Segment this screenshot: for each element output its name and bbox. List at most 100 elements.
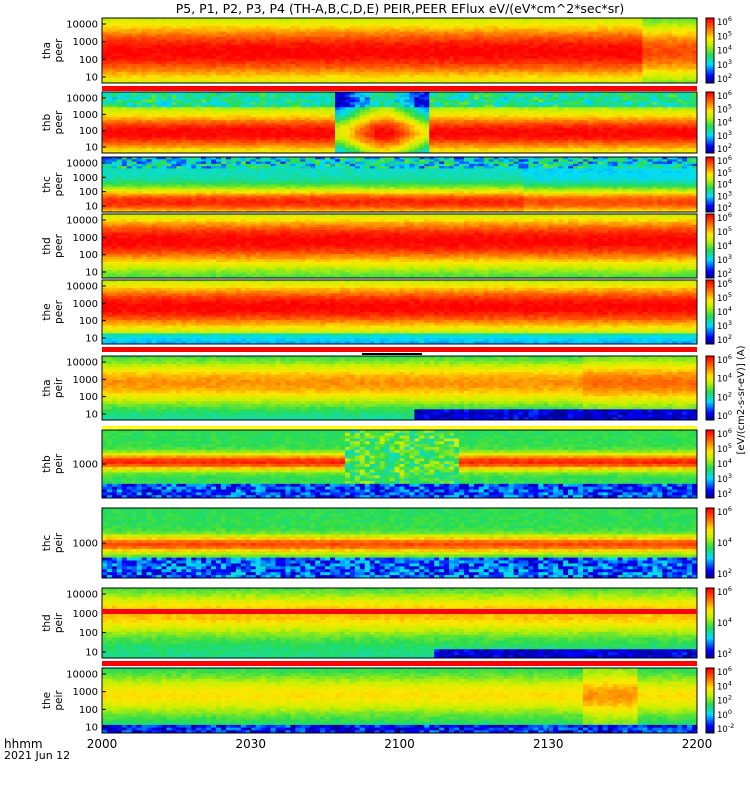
spectrogram-cell bbox=[206, 75, 211, 78]
spectrogram-cell bbox=[494, 67, 499, 70]
spectrogram-cell bbox=[414, 140, 419, 143]
spectrogram-cell bbox=[355, 133, 360, 136]
spectrogram-cell bbox=[271, 42, 276, 45]
spectrogram-cell bbox=[315, 21, 320, 24]
spectrogram-cell bbox=[206, 117, 211, 120]
spectrogram-cell bbox=[375, 40, 380, 43]
spectrogram-cell bbox=[419, 42, 424, 45]
spectrogram-cell bbox=[196, 59, 201, 62]
spectrogram-cell bbox=[191, 51, 196, 54]
spectrogram-cell bbox=[181, 115, 186, 118]
spectrogram-cell bbox=[261, 26, 266, 29]
spectrogram-cell bbox=[563, 69, 568, 72]
spectrogram-cell bbox=[434, 59, 439, 62]
spectrogram-cell bbox=[479, 69, 484, 72]
spectrogram-cell bbox=[206, 120, 211, 123]
spectrogram-cell bbox=[404, 42, 409, 45]
spectrogram-cell bbox=[519, 105, 524, 108]
spectrogram-cell bbox=[251, 145, 256, 148]
spectrogram-cell bbox=[593, 48, 598, 51]
spectrogram-cell bbox=[628, 64, 633, 67]
spectrogram-cell bbox=[211, 26, 216, 29]
spectrogram-cell bbox=[271, 37, 276, 40]
spectrogram-cell bbox=[295, 51, 300, 54]
spectrogram-cell bbox=[157, 140, 162, 143]
spectrogram-cell bbox=[449, 97, 454, 100]
spectrogram-cell bbox=[613, 61, 618, 64]
spectrogram-cell bbox=[365, 53, 370, 56]
spectrogram-cell bbox=[132, 115, 137, 118]
spectrogram-cell bbox=[563, 26, 568, 29]
spectrogram-cell bbox=[494, 72, 499, 75]
spectrogram-cell bbox=[112, 59, 117, 62]
spectrogram-cell bbox=[325, 34, 330, 37]
spectrogram-cell bbox=[171, 130, 176, 133]
spectrogram-cell bbox=[216, 29, 221, 32]
spectrogram-cell bbox=[226, 128, 231, 131]
spectrogram-cell bbox=[509, 67, 514, 70]
spectrogram-cell bbox=[588, 78, 593, 81]
spectrogram-cell bbox=[196, 69, 201, 72]
spectrogram-cell bbox=[157, 95, 162, 98]
spectrogram-cell bbox=[261, 117, 266, 120]
spectrogram-cell bbox=[662, 45, 667, 48]
spectrogram-cell bbox=[375, 107, 380, 110]
spectrogram-cell bbox=[365, 102, 370, 105]
spectrogram-cell bbox=[171, 148, 176, 151]
spectrogram-cell bbox=[117, 95, 122, 98]
spectrogram-cell bbox=[642, 53, 647, 56]
spectrogram-cell bbox=[350, 100, 355, 103]
spectrogram-cell bbox=[137, 115, 142, 118]
spectrogram-cell bbox=[211, 97, 216, 100]
spectrogram-cell bbox=[147, 102, 152, 105]
spectrogram-cell bbox=[236, 128, 241, 131]
spectrogram-cell bbox=[295, 120, 300, 123]
spectrogram-cell bbox=[285, 56, 290, 59]
spectrogram-cell bbox=[310, 21, 315, 24]
spectrogram-cell bbox=[107, 78, 112, 81]
spectrogram-cell bbox=[290, 133, 295, 136]
spectrogram-cell bbox=[514, 59, 519, 62]
spectrogram-cell bbox=[558, 32, 563, 35]
spectrogram-cell bbox=[276, 102, 281, 105]
spectrogram-cell bbox=[380, 37, 385, 40]
spectrogram-cell bbox=[380, 140, 385, 143]
spectrogram-cell bbox=[152, 78, 157, 81]
spectrogram-cell bbox=[409, 42, 414, 45]
spectrogram-cell bbox=[112, 32, 117, 35]
spectrogram-cell bbox=[300, 26, 305, 29]
spectrogram-cell bbox=[667, 21, 672, 24]
spectrogram-cell bbox=[290, 72, 295, 75]
spectrogram-cell bbox=[628, 45, 633, 48]
spectrogram-cell bbox=[196, 42, 201, 45]
spectrogram-cell bbox=[152, 45, 157, 48]
spectrogram-cell bbox=[117, 64, 122, 67]
spectrogram-cell bbox=[568, 45, 573, 48]
spectrogram-cell bbox=[107, 67, 112, 70]
spectrogram-cell bbox=[404, 95, 409, 98]
spectrogram-cell bbox=[142, 37, 147, 40]
spectrogram-cell bbox=[216, 75, 221, 78]
spectrogram-cell bbox=[176, 29, 181, 32]
spectrogram-cell bbox=[226, 97, 231, 100]
spectrogram-cell bbox=[687, 59, 692, 62]
spectrogram-cell bbox=[285, 51, 290, 54]
spectrogram-cell bbox=[454, 105, 459, 108]
spectrogram-cell bbox=[345, 29, 350, 32]
spectrogram-cell bbox=[672, 51, 677, 54]
spectrogram-cell bbox=[375, 117, 380, 120]
spectrogram-cell bbox=[355, 29, 360, 32]
spectrogram-cell bbox=[419, 117, 424, 120]
spectrogram-cell bbox=[350, 26, 355, 29]
spectrogram-cell bbox=[672, 26, 677, 29]
spectrogram-cell bbox=[464, 56, 469, 59]
spectrogram-cell bbox=[414, 72, 419, 75]
spectrogram-cell bbox=[419, 32, 424, 35]
spectrogram-cell bbox=[633, 37, 638, 40]
spectrogram-cell bbox=[127, 51, 132, 54]
spectrogram-cell bbox=[176, 105, 181, 108]
spectrogram-cell bbox=[375, 140, 380, 143]
spectrogram-cell bbox=[519, 95, 524, 98]
spectrogram-cell bbox=[553, 34, 558, 37]
spectrogram-cell bbox=[271, 69, 276, 72]
